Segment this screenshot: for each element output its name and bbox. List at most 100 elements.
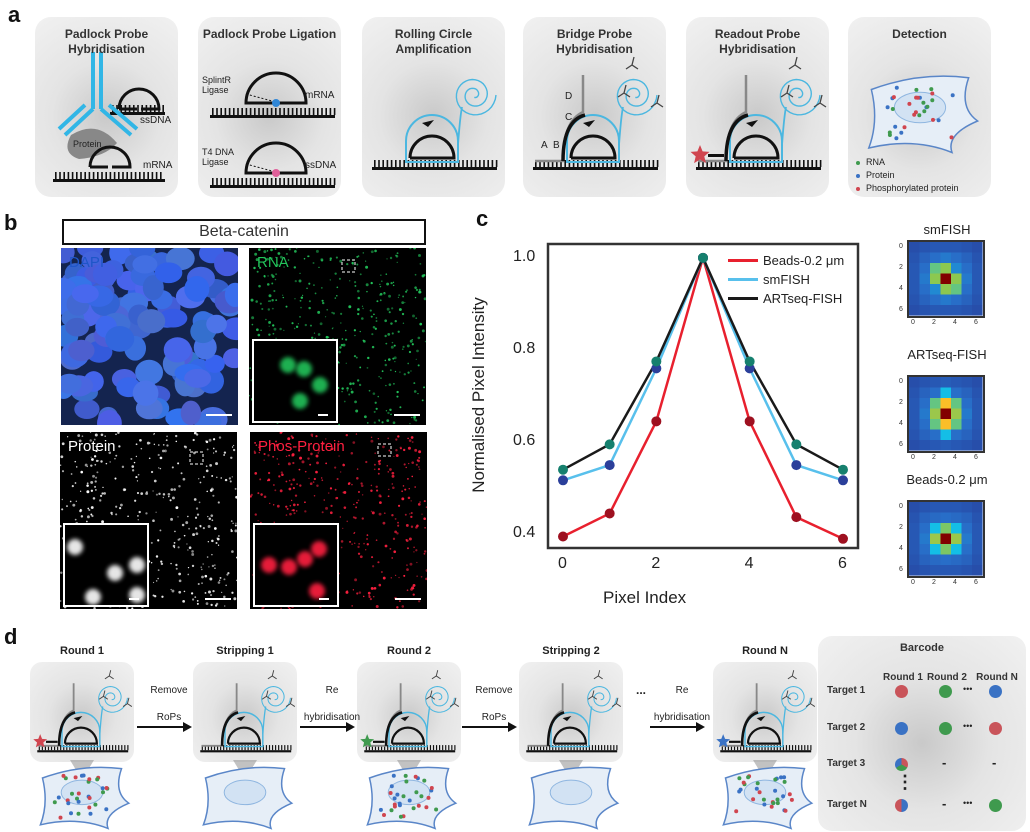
molecule-spot: [746, 775, 751, 780]
heatmap-cell: [961, 273, 973, 285]
heatmap-cell: [961, 252, 973, 264]
barcode-row-label: Target 2: [827, 722, 866, 733]
step-title: Padlock Probe Ligation: [202, 27, 337, 41]
heatmap-y-tick: 6: [899, 306, 903, 313]
heatmap-cell: [919, 294, 931, 306]
data-point: [651, 416, 662, 427]
heatmap-cell: [930, 419, 941, 430]
zoomed-inset: [63, 523, 149, 607]
molecule-spot: [407, 798, 412, 803]
heatmap-cell: [972, 242, 983, 253]
legend-entry: ARTseq-FISH: [728, 289, 844, 308]
molecule-spot: [782, 779, 787, 784]
stage-title: Stripping 1: [216, 645, 274, 657]
rca-product-spiral: [98, 686, 128, 713]
stage-card: [357, 662, 461, 762]
molecule-spot: [789, 797, 794, 802]
heatmap-cell: [951, 242, 962, 253]
direction-arrow: [236, 716, 246, 722]
inset-scale-bar: [319, 598, 329, 600]
step-title: Padlock Probe Hybridisation: [64, 27, 149, 56]
molecule-spot: [392, 804, 397, 809]
molecule-spot: [787, 792, 792, 797]
readout-site: [787, 670, 797, 680]
workflow-step-card: Padlock Probe Hybridisation ssDNA Protein m…: [35, 17, 178, 197]
heatmap-y-tick: 0: [899, 503, 903, 510]
transition-label: RoPs: [156, 712, 182, 723]
heatmap-cell: [919, 377, 931, 388]
molecule-spot: [781, 794, 786, 799]
heatmap-y-tick: 2: [899, 524, 903, 531]
heatmap-cell: [972, 512, 983, 524]
heatmap-title: Beads-0.2 μm: [906, 472, 988, 487]
molecule-spot: [891, 95, 896, 100]
heatmap-cell: [909, 387, 920, 399]
heatmap-cell: [919, 440, 931, 451]
heatmap-cell: [940, 294, 952, 306]
heatmap-y-tick: 4: [899, 420, 903, 427]
heatmap-cell: [961, 387, 973, 399]
nucleus: [387, 779, 431, 806]
heatmap-cell: [909, 273, 920, 285]
molecule-spot: [757, 790, 762, 795]
workflow-step-card: Detection RNA Protein Phosphorylated protei…: [848, 17, 991, 197]
strand-comb: [210, 178, 336, 188]
barcode-dot-green: [989, 799, 1002, 812]
heatmap-cell: [919, 565, 931, 576]
molecule-spot: [87, 805, 92, 810]
molecule-spot: [762, 802, 767, 807]
heatmap-cell: [909, 252, 920, 264]
heatmap-cell: [930, 242, 941, 253]
barcode-dot-blue: [989, 685, 1002, 698]
heatmap-cell: [961, 544, 973, 555]
diagram-label-ssdna: ssDNA: [140, 115, 172, 126]
heatmap-cell: [972, 533, 983, 545]
heatmap-cell: [951, 408, 962, 420]
padlock-probe: [63, 726, 99, 745]
x-tick-label: 6: [838, 555, 847, 572]
heatmap-cell: [909, 533, 920, 545]
channel-label: Phos-Protein: [258, 438, 345, 455]
readout-site: [650, 94, 664, 108]
strand-comb: [53, 172, 165, 182]
y-axis-label: Normalised Pixel Intensity: [469, 297, 488, 493]
heatmap-cell: [972, 398, 983, 409]
y-tick-label: 0.8: [513, 339, 536, 357]
panel-label-c: c: [476, 206, 489, 231]
molecule-spot: [392, 796, 397, 801]
zoomed-inset: [252, 339, 338, 423]
direction-arrow: [583, 120, 595, 127]
molecule-spot: [741, 780, 746, 785]
molecule-spot: [902, 125, 907, 130]
heatmap-cell: [940, 284, 952, 295]
barcode-ellipsis: •••: [963, 684, 973, 694]
x-tick-label: 2: [651, 555, 661, 572]
channel-label: RNA: [257, 254, 289, 271]
molecule-spot: [779, 775, 783, 780]
antibody-icon: [57, 52, 139, 137]
heatmap-x-tick: 4: [953, 454, 957, 461]
x-tick-label: 4: [744, 555, 754, 572]
readout-site: [813, 94, 827, 108]
heatmap-cell: [909, 305, 920, 316]
strand-comb: [720, 745, 812, 753]
cell-view: [39, 760, 131, 830]
heatmap-cell: [972, 544, 983, 555]
molecule-spot: [75, 796, 79, 801]
diagram-label-b: B: [553, 140, 560, 151]
stage-title: Round 1: [60, 645, 104, 657]
heatmap-cell: [972, 263, 983, 274]
heatmap-cell: [909, 284, 920, 295]
molecule-spot: [899, 130, 904, 135]
molecule-spot: [907, 101, 912, 106]
heatmap-cell: [961, 502, 973, 513]
legend-label: Beads-0.2 μm: [763, 253, 845, 268]
data-point: [698, 252, 708, 263]
molecule-spot: [754, 786, 759, 791]
heatmap-cell: [930, 565, 941, 576]
heatmap-x-tick: 6: [974, 319, 978, 326]
readout-site: [611, 697, 622, 707]
scale-bar: [206, 414, 232, 416]
heatmap-cell: [919, 273, 931, 285]
readout-site: [104, 670, 114, 680]
